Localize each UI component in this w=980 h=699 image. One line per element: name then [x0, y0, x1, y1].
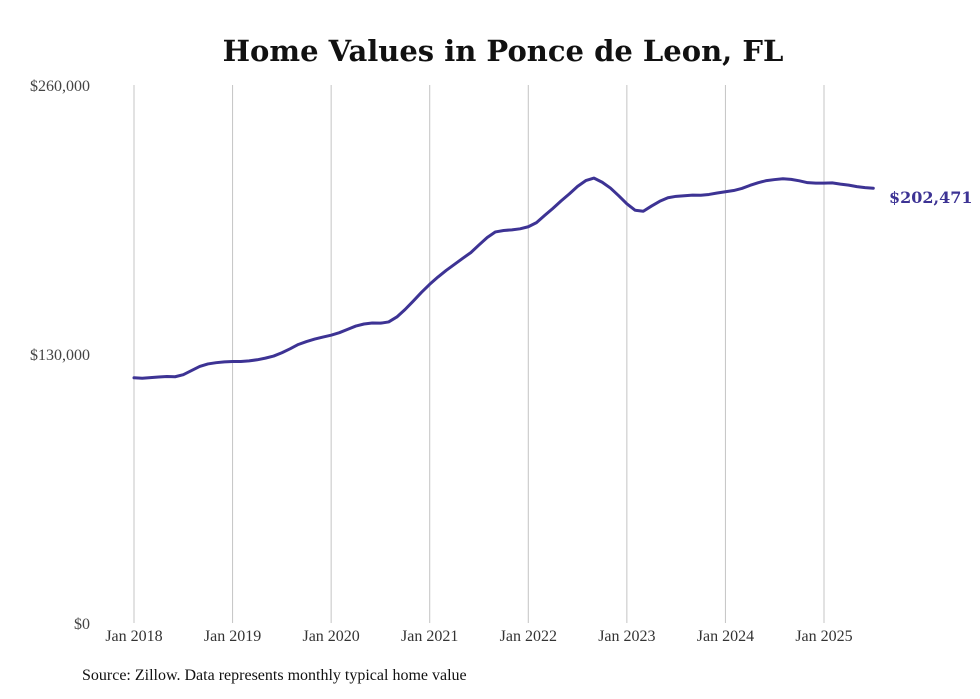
home-value-line: [132, 176, 875, 380]
x-tick-label: Jan 2018: [105, 628, 162, 645]
x-tick-label: Jan 2022: [500, 628, 557, 645]
chart-title: Home Values in Ponce de Leon, FL: [223, 34, 784, 68]
y-tick-label: $0: [74, 616, 90, 633]
x-tick-label: Jan 2024: [697, 628, 754, 645]
x-tick-label: Jan 2025: [795, 628, 852, 645]
grid-lines: [133, 85, 825, 623]
x-tick-label: Jan 2023: [598, 628, 655, 645]
y-tick-label: $260,000: [30, 78, 90, 95]
x-tick-label: Jan 2021: [401, 628, 458, 645]
source-note: Source: Zillow. Data represents monthly …: [82, 667, 467, 684]
x-axis-ticks: Jan 2018 Jan 2019 Jan 2020 Jan 2021 Jan 2022…: [105, 628, 852, 645]
y-tick-label: $130,000: [30, 347, 90, 364]
series-layer: [132, 176, 875, 380]
end-value-label: $202,471: [889, 188, 973, 207]
x-tick-label: Jan 2019: [204, 628, 261, 645]
x-tick-label: Jan 2020: [302, 628, 359, 645]
y-axis-ticks: $0 $130,000 $260,000: [30, 78, 90, 633]
